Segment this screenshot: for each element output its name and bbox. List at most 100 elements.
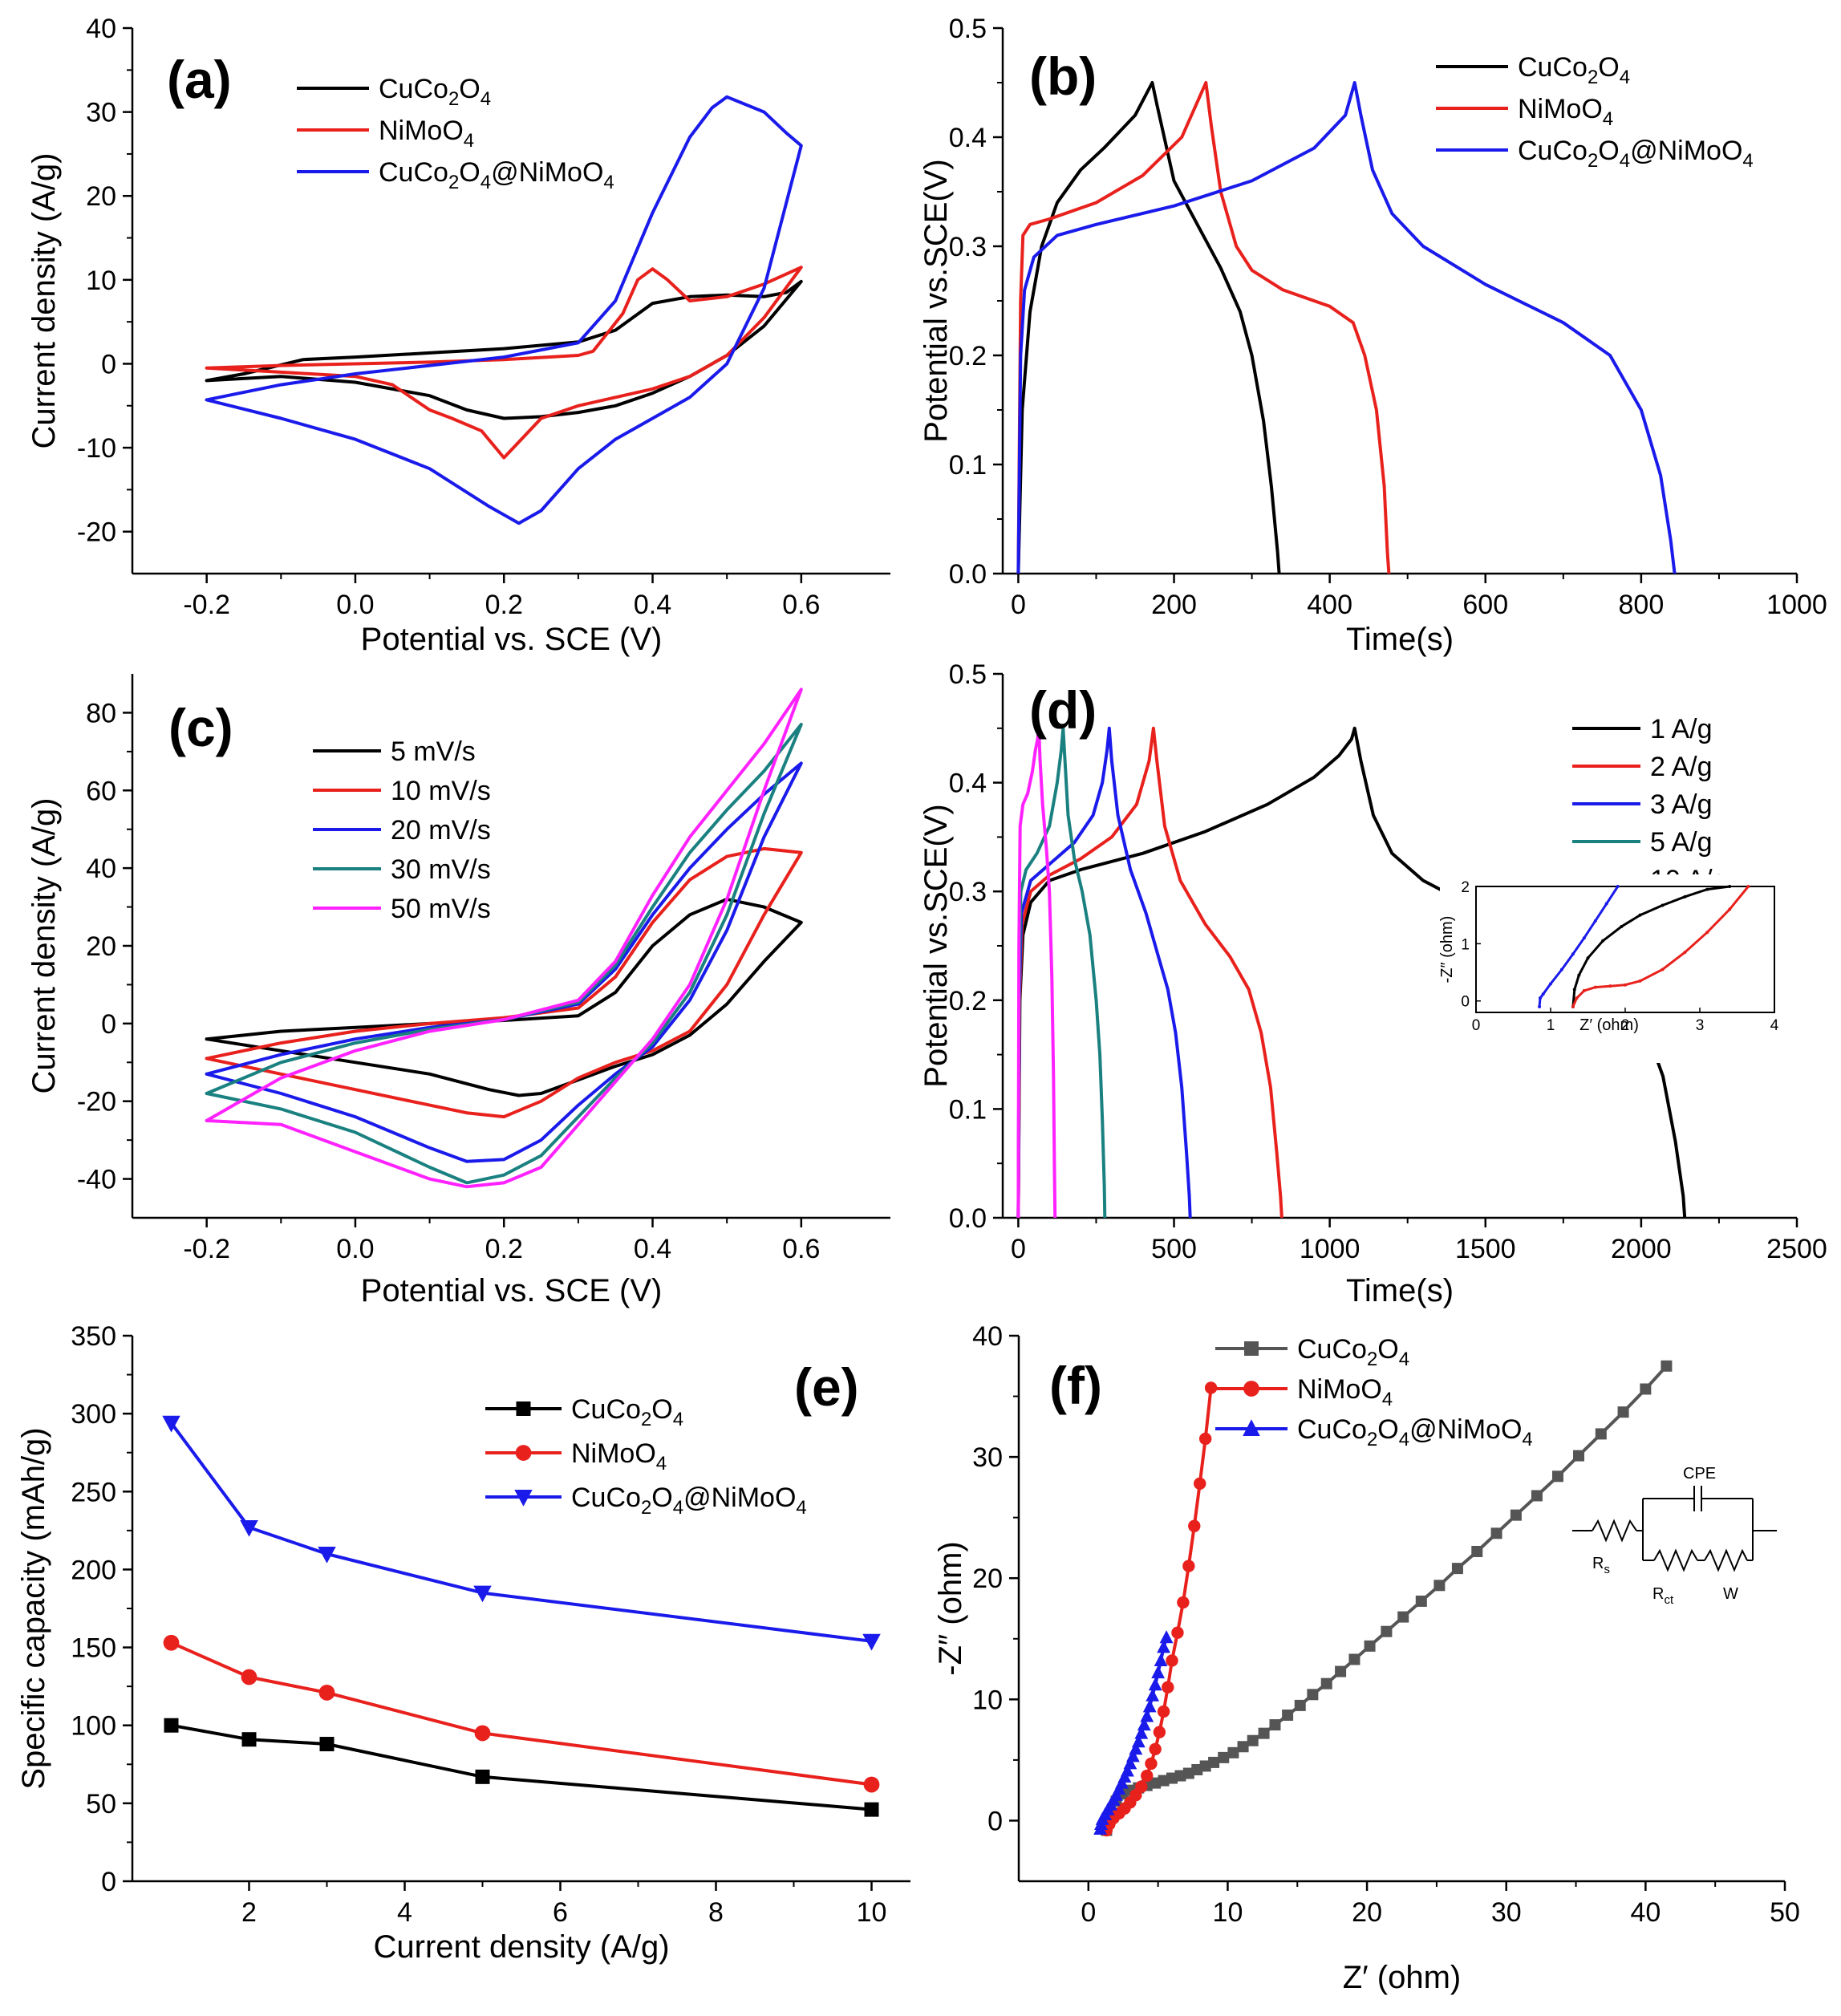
x-tick-label: 500 xyxy=(1151,1234,1197,1264)
x-tick-label: 0.0 xyxy=(336,590,374,620)
x-tick-label: 40 xyxy=(1630,1897,1661,1928)
x-tick-label: 0 xyxy=(1011,590,1026,620)
data-point xyxy=(1125,1749,1140,1762)
series-line-5-a-g xyxy=(1016,726,1107,1218)
inset-x-tick-label: 3 xyxy=(1696,1017,1705,1034)
legend-marker xyxy=(516,1401,531,1416)
inset-point xyxy=(1661,903,1665,907)
series-line-cuco2o4-nimoo4 xyxy=(1016,81,1677,574)
y-axis-title: -Z″ (ohm) xyxy=(933,1541,968,1675)
inset-point xyxy=(1538,996,1542,1000)
inset-point xyxy=(1582,988,1586,992)
data-point xyxy=(1157,1705,1170,1718)
inset-x-tick-label: 1 xyxy=(1547,1017,1555,1034)
data-point xyxy=(1415,1595,1427,1607)
x-tick-label: 8 xyxy=(708,1897,724,1928)
rct-resistor xyxy=(1653,1548,1698,1572)
data-point xyxy=(1154,1653,1168,1666)
legend-entry: CuCo2​O4​ xyxy=(1436,52,1630,88)
legend-label: NiMoO4​ xyxy=(571,1438,667,1474)
legend-label: CuCo2​O4​ xyxy=(379,74,491,110)
inset-point xyxy=(1593,919,1597,923)
y-tick-label: -40 xyxy=(77,1165,116,1195)
data-point xyxy=(1433,1580,1446,1592)
x-tick-label: 400 xyxy=(1307,590,1352,620)
data-point xyxy=(1153,1726,1166,1738)
y-tick-label: 100 xyxy=(71,1711,116,1742)
legend-label: 30 mV/s xyxy=(391,854,491,885)
inset-point xyxy=(1728,885,1732,888)
data-point xyxy=(1137,1717,1151,1731)
data-point xyxy=(1166,1654,1178,1667)
data-point xyxy=(1595,1428,1607,1440)
x-tick-label: 0.2 xyxy=(485,1234,523,1264)
data-point xyxy=(1194,1477,1206,1491)
data-point xyxy=(1294,1699,1306,1711)
y-tick-label: 20 xyxy=(86,931,116,962)
data-point xyxy=(1188,1519,1201,1532)
legend-label: NiMoO4​ xyxy=(379,116,474,152)
legend-entry: CuCo2​O4​@NiMoO4​ xyxy=(485,1483,807,1519)
data-point xyxy=(1140,1709,1154,1722)
data-point xyxy=(1364,1640,1376,1652)
data-point xyxy=(1218,1751,1230,1763)
chart-panel-a: -0.2 0.0 0.2 0.4 0.6 -20 -10 0 10 20 30 40 Potential… xyxy=(26,14,890,657)
data-point xyxy=(863,1776,880,1793)
data-point xyxy=(162,1415,180,1433)
inset-y-tick-label: 1 xyxy=(1461,936,1470,953)
x-tick-label: 0.2 xyxy=(485,590,523,620)
legend-entry: CuCo2​O4​@NiMoO4​ xyxy=(1436,136,1754,172)
legend-entry: NiMoO4​ xyxy=(485,1438,667,1474)
data-point xyxy=(1490,1527,1502,1539)
inset-point xyxy=(1638,979,1642,983)
inset-point xyxy=(1538,1004,1542,1008)
data-point xyxy=(864,1802,879,1817)
data-point xyxy=(1182,1560,1195,1572)
data-point xyxy=(1397,1611,1409,1623)
data-point xyxy=(1151,1665,1166,1679)
y-tick-label: 0.3 xyxy=(949,232,987,262)
circuit-label: W xyxy=(1723,1585,1738,1603)
y-tick-label: 0 xyxy=(987,1806,1003,1836)
data-point xyxy=(1269,1719,1281,1731)
inset-x-tick-label: 4 xyxy=(1770,1017,1779,1034)
legend-label: CuCo2​O4​@NiMoO4​ xyxy=(571,1483,807,1519)
inset-frame xyxy=(1475,886,1775,1013)
data-point xyxy=(1335,1665,1347,1677)
data-point xyxy=(1258,1727,1270,1739)
legend-marker xyxy=(1243,1381,1259,1397)
panel-letter: (a) xyxy=(167,50,232,109)
rs-resistor xyxy=(1592,1519,1637,1543)
data-point xyxy=(1159,1630,1174,1644)
legend-label: CuCo2​O4​ xyxy=(571,1394,683,1430)
x-tick-label: 0 xyxy=(1081,1897,1096,1928)
x-tick-label: 0.4 xyxy=(634,1234,671,1264)
data-point xyxy=(1162,1681,1174,1694)
x-tick-label: 2500 xyxy=(1766,1234,1827,1264)
plot-area xyxy=(205,688,803,1189)
inset-point xyxy=(1601,939,1605,943)
data-point xyxy=(1510,1509,1522,1521)
legend-entry: 30 mV/s xyxy=(313,854,491,885)
panel-letter: (e) xyxy=(794,1357,859,1417)
x-tick-label: 4 xyxy=(397,1897,412,1928)
series-line-nimoo4 xyxy=(205,266,803,460)
data-point xyxy=(862,1633,881,1651)
inset-series-nimoo4 xyxy=(1571,886,1750,1008)
series-line-10-a-g xyxy=(1016,726,1057,1218)
inset-point xyxy=(1705,931,1709,935)
data-point xyxy=(1451,1563,1463,1575)
data-point xyxy=(1129,1742,1143,1755)
x-axis-title: Potential vs. SCE (V) xyxy=(361,622,663,657)
inset-y-tick-label: 2 xyxy=(1461,879,1470,896)
y-tick-label: 80 xyxy=(86,698,116,728)
data-point xyxy=(1134,1726,1149,1739)
legend-entry: NiMoO4​ xyxy=(1436,94,1613,130)
panel-letter: (b) xyxy=(1029,47,1097,106)
y-tick-label: 0.2 xyxy=(949,341,987,371)
x-axis-title: Time(s) xyxy=(1346,1273,1454,1308)
data-point xyxy=(164,1718,179,1733)
data-point xyxy=(163,1634,180,1651)
